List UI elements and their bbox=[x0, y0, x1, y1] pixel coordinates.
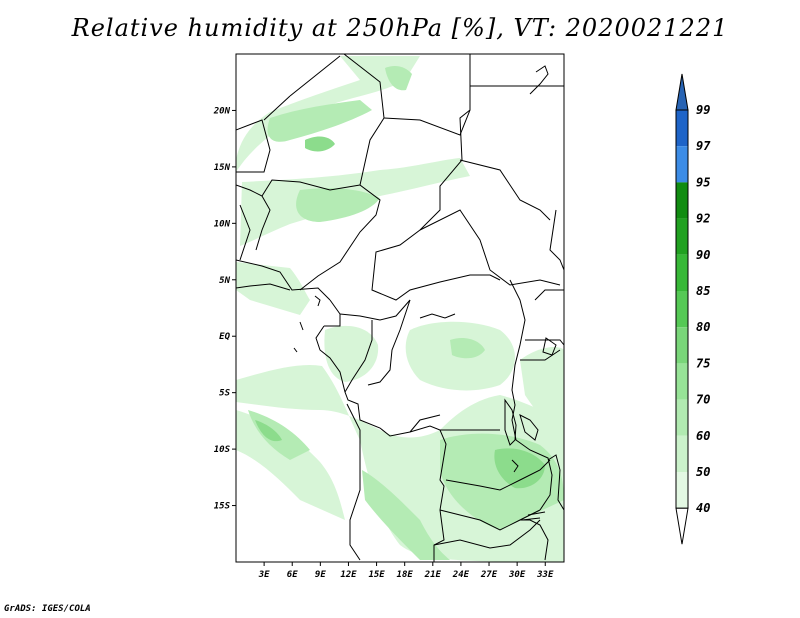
colorbar-label: 70 bbox=[696, 393, 710, 407]
colorbar-top-triangle bbox=[675, 73, 689, 111]
colorbar-segment bbox=[676, 363, 688, 400]
colorbar-label: 99 bbox=[696, 103, 710, 117]
colorbar-label: 85 bbox=[696, 284, 710, 298]
colorbar: 99 97 95 92 90 85 80 75 70 60 50 40 bbox=[675, 73, 711, 545]
colorbar-segment bbox=[676, 110, 688, 147]
colorbar-segment bbox=[676, 435, 688, 472]
lon-tick-label: 33E bbox=[536, 570, 554, 580]
lon-tick-label: 15E bbox=[368, 570, 385, 580]
lon-tick-label: 30E bbox=[508, 570, 526, 580]
lat-tick-label: 20N bbox=[213, 106, 231, 116]
map-title: Relative humidity at 250hPa [%], VT: 202… bbox=[71, 14, 729, 42]
lon-tick-label: 27E bbox=[480, 570, 498, 580]
lat-tick-label: 15N bbox=[214, 163, 231, 173]
lon-tick-label: 12E bbox=[340, 570, 357, 580]
lat-tick-label: EQ bbox=[219, 332, 230, 342]
colorbar-label: 90 bbox=[696, 248, 710, 262]
lon-tick-label: 24E bbox=[452, 570, 470, 580]
credit-text: GrADS: IGES/COLA bbox=[4, 604, 91, 614]
colorbar-label: 75 bbox=[696, 356, 710, 370]
lat-tick-label: 5N bbox=[219, 276, 230, 286]
lon-tick-label: 6E bbox=[287, 570, 298, 580]
colorbar-bottom-triangle bbox=[675, 507, 689, 545]
colorbar-segment bbox=[676, 291, 688, 328]
lat-tick-label: 15S bbox=[214, 502, 231, 512]
lat-tick-label: 10S bbox=[214, 445, 231, 455]
colorbar-segment bbox=[676, 399, 688, 436]
colorbar-label: 95 bbox=[696, 175, 710, 189]
lat-tick-label: 10N bbox=[214, 219, 231, 229]
colorbar-segment bbox=[676, 327, 688, 364]
humidity-shading bbox=[236, 56, 564, 562]
lon-tick-label: 18E bbox=[397, 570, 414, 580]
colorbar-segment bbox=[676, 254, 688, 291]
colorbar-label: 60 bbox=[696, 429, 710, 443]
colorbar-segment bbox=[676, 182, 688, 219]
colorbar-label: 92 bbox=[696, 212, 710, 226]
colorbar-segment bbox=[676, 472, 688, 509]
lon-tick-label: 9E bbox=[315, 570, 326, 580]
lon-tick-label: 3E bbox=[258, 570, 270, 580]
shade-dark bbox=[255, 136, 545, 489]
lon-tick-label: 21E bbox=[424, 570, 442, 580]
map-frame bbox=[235, 53, 565, 563]
longitude-axis: 3E 6E 9E 12E 15E 18E 21E 24E 27E 30E 33E bbox=[258, 562, 554, 580]
colorbar-label: 97 bbox=[696, 139, 711, 153]
latitude-axis: 20N 15N 10N 5N EQ 5S 10S 15S bbox=[213, 106, 236, 512]
colorbar-label: 80 bbox=[696, 320, 710, 334]
coastlines-lakes bbox=[293, 65, 557, 521]
lat-tick-label: 5S bbox=[219, 389, 230, 399]
colorbar-label: 50 bbox=[696, 465, 710, 479]
colorbar-segment bbox=[676, 146, 688, 183]
shade-mid bbox=[248, 66, 564, 560]
colorbar-segment bbox=[676, 218, 688, 255]
colorbar-label: 40 bbox=[696, 501, 710, 515]
